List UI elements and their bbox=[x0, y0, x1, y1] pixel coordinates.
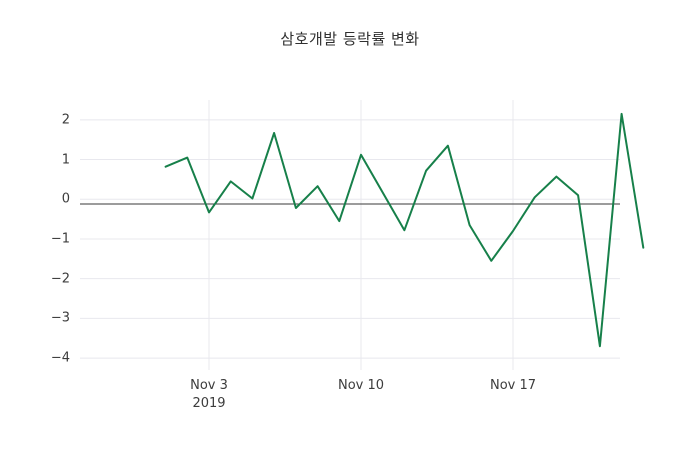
data-line-series-0 bbox=[164, 112, 645, 348]
y-tick-label: 2 bbox=[61, 112, 70, 128]
x-tick-label: Nov 3 bbox=[190, 378, 228, 393]
y-tick-label: −1 bbox=[50, 231, 70, 247]
chart-title: 삼호개발 등락률 변화 bbox=[280, 30, 420, 48]
y-tick-label: −2 bbox=[50, 271, 70, 287]
y-tick-label: 0 bbox=[61, 191, 70, 207]
x-tick-label: Nov 10 bbox=[337, 378, 385, 393]
x-tick-label: Nov 17 bbox=[489, 378, 537, 393]
y-tick-label: 1 bbox=[61, 152, 70, 168]
y-gridlines bbox=[80, 119, 620, 359]
y-tick-label: −4 bbox=[50, 350, 70, 366]
x-gridlines bbox=[208, 100, 514, 370]
y-tick-label: −3 bbox=[50, 310, 70, 326]
x-tick-sublabel-year: 2019 bbox=[192, 396, 226, 411]
